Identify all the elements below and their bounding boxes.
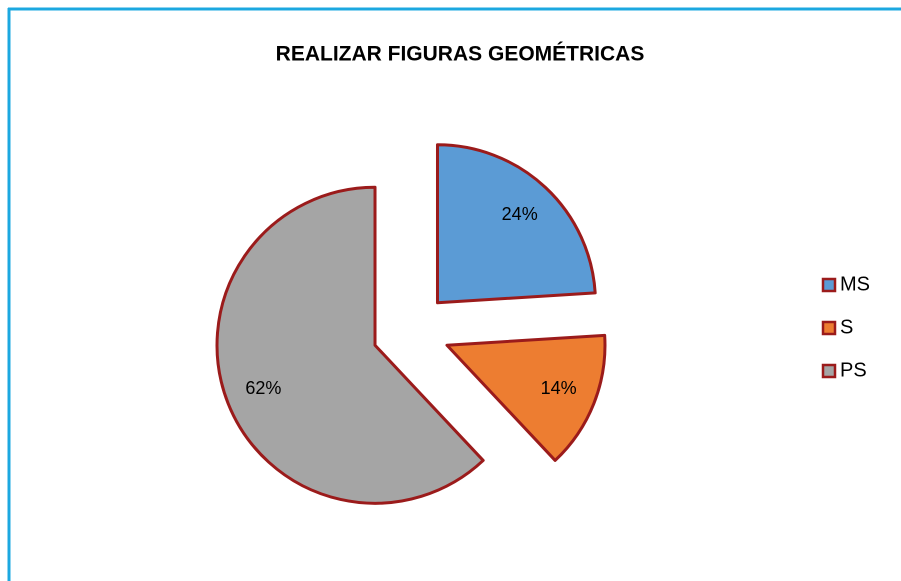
legend-label: MS	[840, 273, 870, 295]
legend-swatch	[821, 277, 837, 293]
slice-label: 62%	[245, 378, 281, 398]
slice-label: 24%	[502, 204, 538, 224]
legend-swatch	[821, 320, 837, 336]
chart-title: REALIZAR FIGURAS GEOMÉTRICAS	[276, 43, 645, 66]
pie-slice	[215, 185, 485, 505]
pie-slice	[435, 143, 597, 305]
legend-label: S	[840, 316, 853, 338]
slice-label: 14%	[541, 378, 577, 398]
legend-swatch	[821, 363, 837, 379]
pie-slice	[445, 333, 607, 462]
legend-label: PS	[840, 359, 867, 381]
